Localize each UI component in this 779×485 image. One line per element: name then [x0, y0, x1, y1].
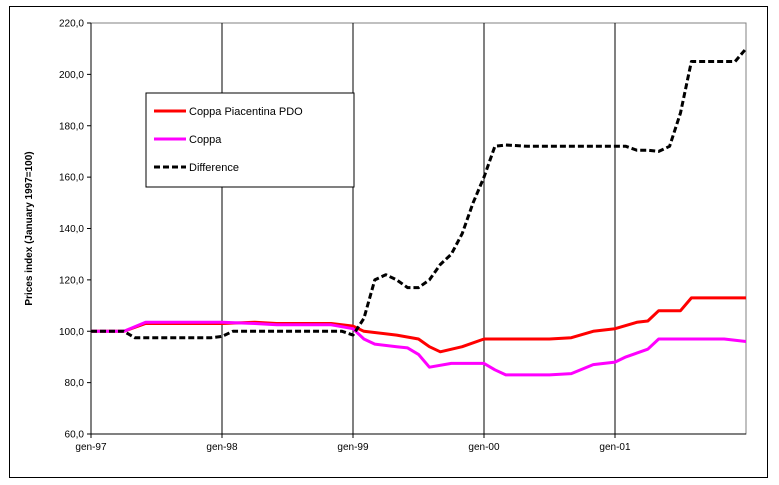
y-axis-label: Prices index (January 1997=100) — [24, 151, 35, 305]
plot-area — [90, 22, 747, 435]
series-line-2 — [91, 320, 747, 377]
x-tick-label: gen-99 — [337, 442, 369, 453]
x-tick-label: gen-97 — [75, 442, 107, 453]
y-tick-label: 100,0 — [59, 327, 84, 338]
y-tick-label: 80,0 — [65, 378, 85, 389]
legend-label: Coppa Piacentina PDO — [189, 106, 303, 118]
x-axis-ticks: gen-97 gen-98 gen-99 gen-00 gen-01 — [75, 434, 631, 453]
legend-label: Coppa — [189, 134, 222, 146]
grid-lines — [221, 23, 616, 434]
y-tick-label: 140,0 — [59, 224, 84, 235]
x-tick-label: gen-01 — [599, 442, 631, 453]
legend: Coppa Piacentina PDO Coppa Difference — [145, 92, 355, 188]
x-tick-label: gen-98 — [206, 442, 238, 453]
legend-label: Difference — [189, 162, 239, 174]
y-tick-label: 200,0 — [59, 70, 84, 81]
y-tick-label: 180,0 — [59, 121, 84, 132]
x-tick-label: gen-00 — [468, 442, 500, 453]
y-tick-label: 220,0 — [59, 19, 84, 30]
y-tick-label: 60,0 — [65, 430, 85, 441]
series-line-3 — [91, 47, 748, 340]
line-chart: 60,0 80,0 100,0 120,0 140,0 160,0 180,0 200,0 22… — [24, 19, 748, 453]
chart-frame: 60,0 80,0 100,0 120,0 140,0 160,0 180,0 200,0 22… — [9, 6, 768, 478]
y-tick-label: 160,0 — [59, 173, 84, 184]
y-axis-ticks: 60,0 80,0 100,0 120,0 140,0 160,0 180,0 200,0 22… — [59, 19, 91, 441]
series-lines — [91, 47, 748, 377]
plot-border — [90, 22, 747, 435]
y-tick-label: 120,0 — [59, 275, 84, 286]
